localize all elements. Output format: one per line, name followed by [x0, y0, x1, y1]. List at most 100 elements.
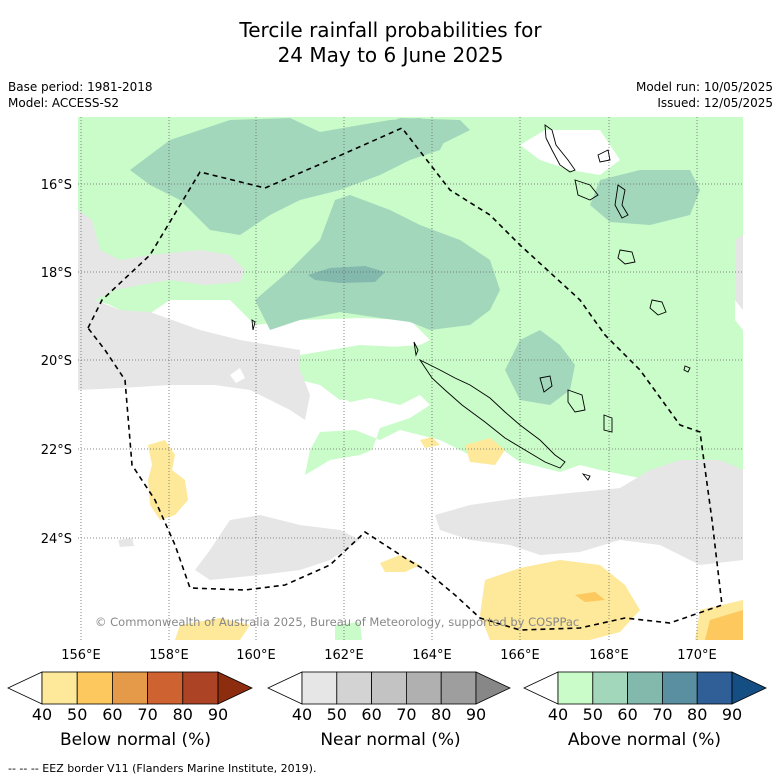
island-coast: [413, 341, 419, 357]
colorbar-tick-label: 70: [652, 705, 672, 724]
base-period: Base period: 1981-2018: [8, 80, 153, 94]
lat-tick-label: 16°S: [41, 178, 72, 193]
near-normal-region: [78, 210, 310, 420]
colorbar-extend-low: [267, 671, 303, 705]
above-normal-patch: [300, 340, 480, 400]
colorbar-below: 40 50 60 70 80 90: [7, 671, 253, 724]
colorbar-segment: [336, 671, 372, 705]
below-normal-region: [380, 555, 420, 572]
model-name: Model: ACCESS-S2: [8, 96, 120, 110]
lon-tick-label: 166°E: [500, 648, 540, 663]
colorbar-tick-label: 40: [548, 705, 568, 724]
lat-tick-label: 24°S: [41, 532, 72, 547]
colorbar-tick-label: 90: [466, 705, 486, 724]
legend-label-below: Below normal (%): [60, 730, 211, 750]
near-normal-patch: [230, 368, 245, 383]
colorbar-tick-label: 80: [431, 705, 451, 724]
lon-tick-label: 168°E: [589, 648, 629, 663]
colorbar-segment: [696, 671, 733, 705]
below-normal-60-region: [705, 610, 743, 640]
colorbar-tick-label: 80: [173, 705, 193, 724]
colorbar-extend-high: [217, 671, 253, 705]
colorbar-tick-label: 60: [361, 705, 381, 724]
colorbar-segment: [301, 671, 338, 705]
colorbar-near: 40 50 60 70 80 90: [267, 671, 511, 724]
new-caledonia-coast: [418, 358, 566, 469]
above-normal-patch: [335, 622, 362, 640]
title-line-1: Tercile rainfall probabilities for: [239, 18, 542, 42]
island-coast: [617, 249, 636, 265]
island-coast: [581, 473, 591, 481]
above-normal-60-region: [255, 195, 500, 330]
colorbar-segment: [112, 671, 149, 705]
lat-tick-label: 20°S: [41, 354, 72, 369]
legend-label-above: Above normal (%): [567, 730, 722, 750]
lon-tick-label: 170°E: [677, 648, 717, 663]
above-normal-60-region: [505, 330, 575, 405]
island-coast: [539, 375, 553, 393]
colorbar-segment: [627, 671, 663, 705]
colorbar-segment: [405, 671, 442, 705]
meta-left: Base period: 1981-2018 Model: ACCESS-S2: [8, 79, 153, 111]
island-coast: [567, 389, 586, 413]
colorbar-segment: [41, 671, 78, 705]
below-normal-region: [175, 618, 250, 640]
colorbar-segment: [371, 671, 407, 705]
colorbar-extend-low: [523, 671, 559, 705]
colorbar-tick-label: 90: [722, 705, 742, 724]
island-coast: [574, 179, 599, 201]
colorbar-segment: [662, 671, 698, 705]
colorbar-above: 40 50 60 70 80 90: [523, 671, 767, 724]
above-normal-60-region: [370, 118, 470, 145]
map-area: © Commonwealth of Australia 2025, Bureau…: [78, 117, 743, 640]
below-normal-60-region: [575, 592, 605, 602]
below-normal-region: [420, 437, 440, 448]
island-coast: [614, 184, 629, 219]
colorbar-tick-label: 50: [67, 705, 87, 724]
colorbar-tick-label: 40: [292, 705, 312, 724]
lon-tick-label: 158°E: [149, 648, 189, 663]
above-normal-patch: [520, 130, 620, 175]
below-normal-region: [148, 440, 188, 520]
lat-tick-label: 18°S: [41, 266, 72, 281]
colorbar-segment: [592, 671, 628, 705]
issued-date: Issued: 12/05/2025: [657, 96, 773, 110]
colorbar-tick-label: 80: [687, 705, 707, 724]
near-normal-patch: [118, 538, 134, 547]
colorbar-segment: [76, 671, 113, 705]
coastlines: [251, 124, 691, 481]
colorbar-extend-high: [475, 671, 511, 705]
lat-tick-label: 22°S: [41, 443, 72, 458]
island-coast: [649, 299, 667, 316]
near-normal-region: [195, 515, 360, 580]
below-normal-region: [465, 438, 505, 465]
colorbar-extend-high: [731, 671, 767, 705]
colorbar-tick-label: 60: [617, 705, 637, 724]
island-coast: [603, 414, 613, 433]
meta-right: Model run: 10/05/2025 Issued: 12/05/2025: [636, 79, 773, 111]
colorbar-tick-label: 90: [208, 705, 228, 724]
model-run: Model run: 10/05/2025: [635, 80, 773, 94]
title-line-2: 24 May to 6 June 2025: [277, 43, 504, 67]
latitude-tick-labels: 16°S 18°S 20°S 22°S 24°S: [41, 178, 72, 547]
legends: 40 50 60 70 80 90 40 50 60 70 80 90 40 50 60 70 80 90: [7, 671, 767, 724]
near-normal-region: [735, 235, 743, 310]
colorbar-tick-label: 70: [137, 705, 157, 724]
copyright-notice: © Commonwealth of Australia 2025, Bureau…: [95, 615, 579, 629]
eez-footnote: -- -- -- EEZ border V11 (Flanders Marine…: [8, 762, 317, 775]
near-normal-region: [435, 460, 743, 565]
map-title: Tercile rainfall probabilities for 24 Ma…: [0, 18, 781, 68]
colorbar-tick-label: 70: [396, 705, 416, 724]
eez-border: [87, 127, 723, 631]
lon-tick-label: 160°E: [236, 648, 276, 663]
lon-tick-label: 156°E: [61, 648, 101, 663]
above-normal-70-region: [308, 266, 385, 283]
lon-tick-label: 164°E: [412, 648, 452, 663]
island-coast: [544, 124, 576, 173]
colorbar-segment: [557, 671, 594, 705]
lon-tick-label: 162°E: [324, 648, 364, 663]
island-coast: [251, 319, 256, 331]
colorbar-segment: [147, 671, 184, 705]
colorbar-tick-label: 40: [32, 705, 52, 724]
